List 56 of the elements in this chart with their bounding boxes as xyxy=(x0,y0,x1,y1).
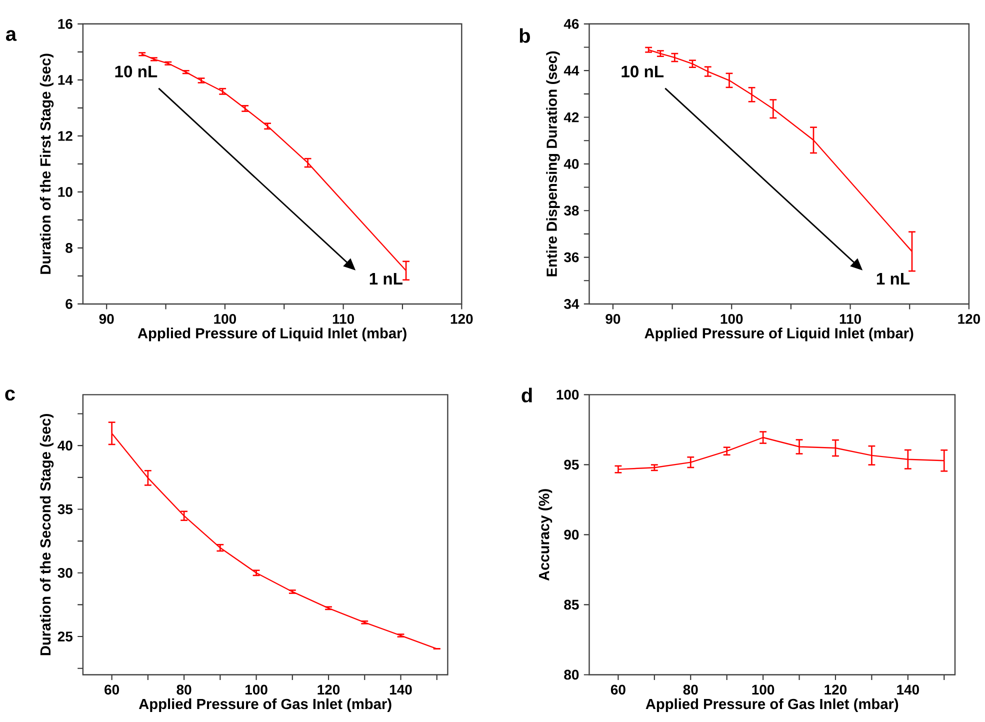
y-axis-title: Duration of the Second Stage (sec) xyxy=(40,414,54,656)
y-tick-label: 40 xyxy=(564,159,579,170)
y-tick-label: 25 xyxy=(58,632,73,642)
x-axis-title: Applied Pressure of Liquid Inlet (mbar) xyxy=(138,328,406,342)
x-tick-label: 60 xyxy=(104,684,120,695)
x-tick-label: 90 xyxy=(606,314,620,324)
x-tick-label: 100 xyxy=(720,314,743,324)
y-tick-label: 10 xyxy=(58,187,72,198)
x-tick-label: 60 xyxy=(610,684,626,695)
x-tick-label: 120 xyxy=(450,314,473,324)
annotation: 1 nL xyxy=(370,273,402,285)
y-tick-label: 38 xyxy=(564,206,579,216)
chart-title: c xyxy=(5,390,15,401)
y-tick-label: 35 xyxy=(58,504,73,514)
x-tick-label: 120 xyxy=(958,314,980,324)
y-tick-label: 46 xyxy=(564,19,579,30)
x-tick-label: 110 xyxy=(840,314,861,324)
x-axis-title: Applied Pressure of Gas Inlet (mbar) xyxy=(646,698,898,712)
y-tick-label: 34 xyxy=(564,299,580,310)
y-tick-label: 14 xyxy=(58,75,73,85)
x-tick-label: 100 xyxy=(214,314,236,324)
x-axis-title: Applied Pressure of Liquid Inlet (mbar) xyxy=(644,328,914,342)
y-axis-title: Entire Dispensing Duration (sec) xyxy=(546,52,560,276)
x-tick-label: 90 xyxy=(99,314,114,324)
x-axis-title: Applied Pressure of Gas Inlet (mbar) xyxy=(138,698,392,712)
x-tick-label: 120 xyxy=(824,684,847,695)
y-tick-label: 40 xyxy=(58,440,72,451)
y-tick-label: 100 xyxy=(556,390,579,400)
x-tick-label: 140 xyxy=(897,684,919,695)
y-tick-label: 8 xyxy=(66,243,72,254)
x-tick-label: 110 xyxy=(332,314,354,324)
y-tick-label: 85 xyxy=(564,600,579,610)
y-tick-label: 42 xyxy=(564,112,579,122)
y-tick-label: 36 xyxy=(564,252,579,262)
y-tick-label: 90 xyxy=(564,530,579,540)
chart-title: b xyxy=(520,28,530,44)
y-tick-label: 95 xyxy=(564,460,579,470)
y-tick-label: 80 xyxy=(564,670,579,680)
y-axis-title: Duration of the First Stage (sec) xyxy=(40,54,54,274)
annotation: 10 nL xyxy=(115,66,158,78)
y-axis-title: Accuracy (%) xyxy=(538,489,552,581)
x-tick-label: 140 xyxy=(390,684,412,695)
x-tick-label: 80 xyxy=(176,684,192,695)
y-tick-label: 30 xyxy=(58,568,72,578)
x-tick-label: 100 xyxy=(246,684,268,695)
y-tick-label: 44 xyxy=(564,66,580,76)
chart-title: d xyxy=(522,388,532,403)
chart-title: a xyxy=(6,30,17,42)
x-tick-label: 100 xyxy=(752,684,774,695)
x-tick-label: 80 xyxy=(683,684,698,695)
y-tick-label: 16 xyxy=(58,19,72,30)
annotation: 1 nL xyxy=(876,273,910,285)
annotation: 10 nL xyxy=(622,66,664,78)
y-tick-label: 6 xyxy=(66,299,72,310)
y-tick-label: 12 xyxy=(58,131,72,142)
x-tick-label: 120 xyxy=(318,684,340,695)
